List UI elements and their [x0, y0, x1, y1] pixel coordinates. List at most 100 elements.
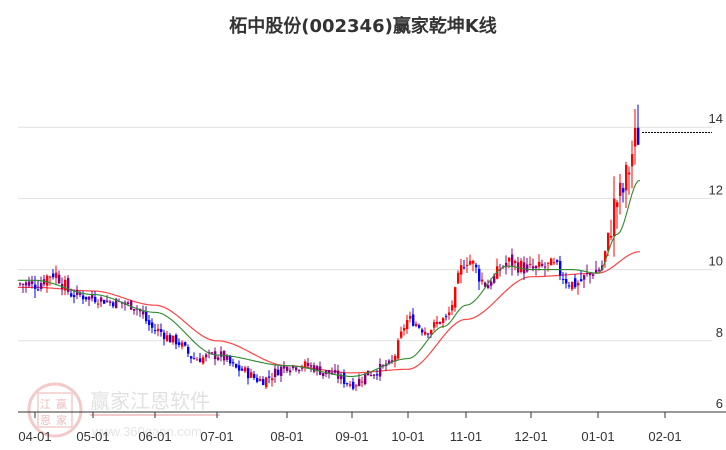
candle: [55, 272, 58, 279]
x-tick-label: 04-01: [18, 429, 51, 444]
watermark-brand: 赢家江恩软件: [90, 389, 210, 413]
candle: [358, 378, 361, 386]
x-tick-label: 10-01: [391, 429, 424, 444]
y-tick-label: 10: [709, 254, 723, 269]
candle: [490, 281, 493, 286]
candle: [304, 361, 307, 367]
candle: [403, 327, 406, 331]
candle: [505, 262, 508, 268]
candle: [421, 329, 424, 333]
candle: [259, 378, 262, 382]
candle: [37, 289, 40, 291]
y-tick-label: 12: [709, 182, 723, 197]
x-tick-label: 09-01: [335, 429, 368, 444]
candle: [574, 278, 577, 288]
candle: [619, 182, 622, 196]
candle: [109, 301, 112, 303]
candle: [418, 325, 421, 328]
candle: [133, 309, 136, 311]
candle: [373, 374, 376, 376]
candle: [40, 282, 43, 289]
candle: [340, 374, 343, 380]
candle: [268, 376, 271, 378]
candle: [457, 272, 460, 284]
x-tick-label: 02-01: [648, 429, 681, 444]
candle: [400, 331, 403, 338]
candle: [481, 279, 484, 282]
candle: [328, 370, 331, 374]
candle: [73, 295, 76, 298]
candle: [49, 276, 52, 278]
candle: [433, 322, 436, 328]
candle: [151, 322, 154, 328]
candle: [478, 268, 481, 282]
candle: [454, 287, 457, 308]
candle: [58, 274, 61, 284]
candle: [442, 318, 445, 323]
candle: [610, 235, 613, 238]
candle: [511, 254, 514, 267]
candle: [613, 198, 616, 237]
candle: [637, 127, 640, 145]
candle: [232, 362, 235, 364]
candle: [310, 365, 313, 367]
svg-text:家: 家: [56, 413, 67, 427]
candle: [394, 355, 397, 362]
candle: [436, 321, 439, 325]
candle: [283, 365, 286, 369]
candle: [193, 358, 196, 360]
candle: [148, 320, 151, 326]
candle: [241, 368, 244, 371]
candle: [253, 374, 256, 378]
candle: [169, 335, 172, 343]
candle: [568, 285, 571, 287]
candle: [556, 260, 559, 262]
svg-text:赢: 赢: [56, 397, 67, 411]
candle: [187, 346, 190, 354]
candle: [157, 328, 160, 332]
candle: [289, 370, 292, 373]
candle: [79, 292, 82, 295]
candle: [430, 329, 433, 335]
candle: [178, 342, 181, 345]
candle: [412, 314, 415, 326]
x-tick-label: 05-01: [76, 429, 109, 444]
candle: [34, 284, 37, 289]
candle: [115, 298, 118, 309]
candle: [184, 342, 187, 346]
candle: [535, 266, 538, 269]
candle: [577, 282, 580, 286]
candle: [406, 320, 409, 330]
svg-text:江: 江: [40, 398, 51, 411]
candle: [130, 300, 133, 310]
candle: [565, 278, 568, 284]
candle: [388, 360, 391, 364]
candle: [343, 373, 346, 384]
watermark-seal-icon: [27, 382, 83, 438]
candle: [592, 274, 595, 276]
candle: [463, 267, 466, 269]
candle: [580, 279, 583, 282]
candle: [427, 333, 430, 335]
candle: [451, 304, 454, 311]
candle: [247, 368, 250, 379]
candle: [553, 262, 556, 264]
candle: [271, 378, 274, 381]
candle: [70, 293, 73, 297]
candle: [445, 316, 448, 318]
candle: [544, 266, 547, 268]
candle: [244, 367, 247, 372]
candle: [523, 262, 526, 274]
candle: [493, 275, 496, 283]
candle: [598, 269, 601, 271]
candle: [85, 296, 88, 300]
candle: [97, 303, 100, 305]
candle: [205, 354, 208, 358]
candle: [391, 360, 394, 362]
candle: [292, 365, 295, 369]
candle: [199, 358, 202, 363]
candle: [19, 283, 22, 285]
candle: [307, 362, 310, 367]
candle: [583, 275, 586, 280]
candle: [217, 357, 220, 360]
